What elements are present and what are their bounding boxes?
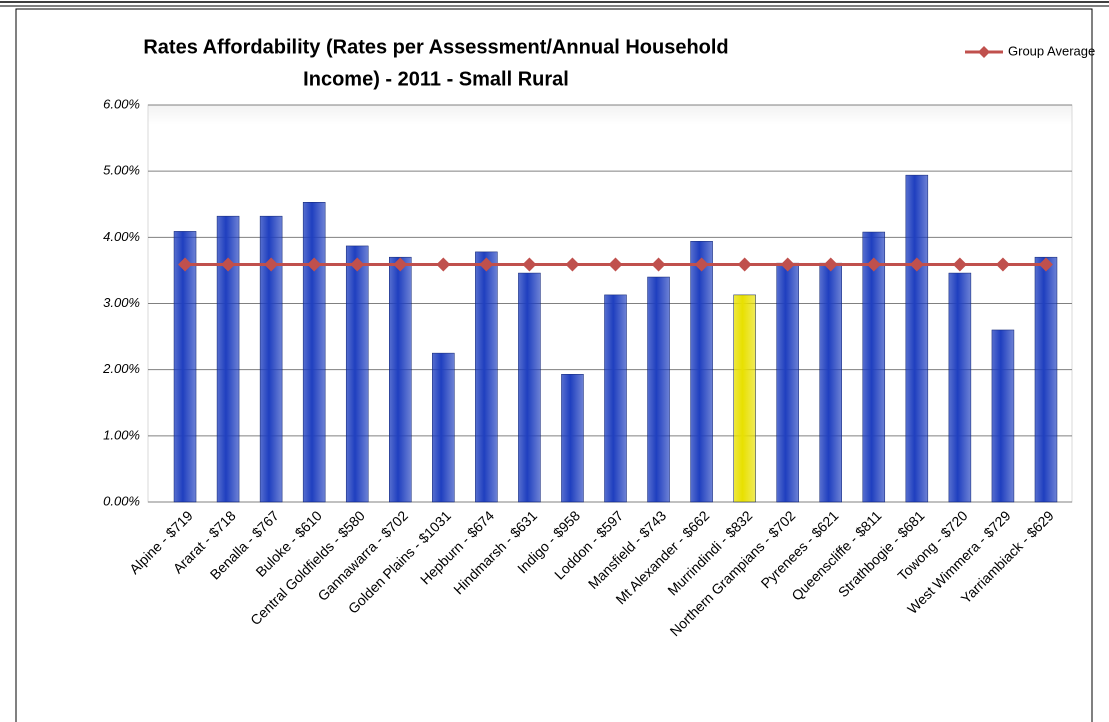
bar [302,202,326,503]
average-marker [780,257,795,272]
y-tick-label: 2.00% [102,361,140,376]
average-marker [479,257,494,272]
average-marker [178,257,193,272]
average-marker [823,257,838,272]
y-tick-label: 6.00% [103,96,140,111]
bar [345,245,369,503]
average-marker [1038,257,1053,272]
bar [690,241,713,503]
average-marker [350,257,365,272]
bar [1034,256,1058,503]
chart-title: Income) - 2011 - Small Rural [303,68,569,90]
y-tick-label: 1.00% [103,427,140,442]
bar [475,251,498,503]
bar [561,374,584,503]
average-marker [221,257,236,272]
bar [173,231,197,503]
bar [862,231,886,503]
bar [216,215,240,503]
bar [647,276,670,503]
bar [733,294,756,503]
bar [776,262,799,503]
y-tick-label: 5.00% [103,163,140,178]
average-marker [694,257,709,272]
y-tick-label: 4.00% [103,229,140,244]
chart-title: Rates Affordability (Rates per Assessmen… [143,36,728,58]
average-marker [307,257,322,272]
average-marker [608,257,623,272]
bar [389,256,412,503]
bar [991,329,1015,503]
bar [259,215,283,503]
bar [905,174,929,503]
average-marker [737,257,752,272]
average-marker [952,257,967,272]
bar [948,272,972,503]
average-marker [651,257,666,272]
average-marker [995,257,1010,272]
y-tick-label: 0.00% [103,493,140,508]
y-tick-label: 3.00% [103,295,140,310]
bar [819,262,842,503]
average-marker [909,257,924,272]
bar [432,352,455,503]
legend-marker [978,46,990,58]
average-marker [393,257,408,272]
bar [604,294,627,503]
average-marker [522,257,537,272]
average-marker [565,257,580,272]
bar [518,272,541,503]
average-marker [436,257,451,272]
average-marker [866,257,881,272]
legend-label: Group Average [1008,43,1095,58]
average-marker [264,257,279,272]
